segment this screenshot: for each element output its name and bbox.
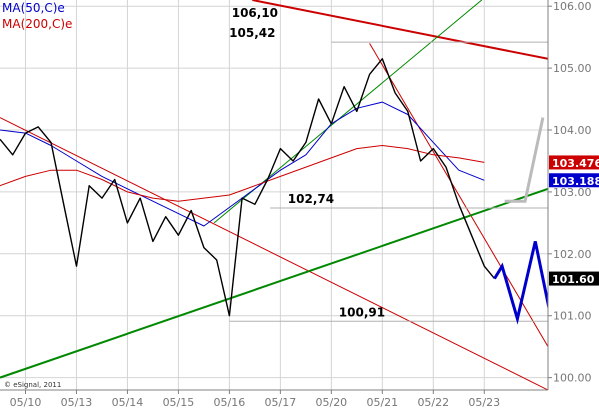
x-tick-label: 05/13 xyxy=(61,396,93,409)
level-annotation: 106,10 xyxy=(232,6,278,20)
level-annotations: 106,10 105,42 102,74 100,91 xyxy=(229,6,385,319)
x-tick-label: 05/17 xyxy=(265,396,297,409)
level-annotation: 105,42 xyxy=(229,26,275,40)
trendline xyxy=(0,187,548,379)
level-annotation: 102,74 xyxy=(288,192,334,206)
x-tick-label: 05/23 xyxy=(468,396,500,409)
series-lines xyxy=(0,58,496,317)
y-tick-label: 100.00 xyxy=(553,372,592,385)
legend-entry: MA(200,C)e xyxy=(2,17,72,31)
x-tick-label: 05/21 xyxy=(366,396,398,409)
x-tick-label: 05/10 xyxy=(10,396,42,409)
price-badge xyxy=(549,271,599,286)
y-tick-label: 106.00 xyxy=(553,0,592,13)
legend: MA(50,C)e MA(200,C)e xyxy=(2,1,72,31)
axes: 100.00 101.00 102.00 103.00 104.00 105.00 106.… xyxy=(10,0,592,409)
level-lines xyxy=(229,41,548,322)
trendline xyxy=(369,43,548,347)
price-badge-label: 103.476 xyxy=(552,157,599,170)
trendline xyxy=(0,117,548,390)
watermark: © eSignal, 2011 xyxy=(4,381,61,389)
price-badge-label: 101.60 xyxy=(552,273,595,286)
y-tick-label: 104.00 xyxy=(553,124,592,137)
grid-lines xyxy=(0,0,548,390)
trendline xyxy=(252,0,548,60)
legend-entry: MA(50,C)e xyxy=(2,1,65,15)
y-tick-label: 105.00 xyxy=(553,62,592,75)
y-tick-label: 102.00 xyxy=(553,248,592,261)
level-annotation: 100,91 xyxy=(339,305,385,319)
price-badge-label: 103.188 xyxy=(552,175,599,188)
price-line xyxy=(0,58,496,317)
ma200-line xyxy=(0,145,485,202)
price-badge xyxy=(549,155,599,170)
x-tick-label: 05/16 xyxy=(214,396,246,409)
x-tick-label: 05/14 xyxy=(112,396,144,409)
y-tick-label: 103.00 xyxy=(553,186,592,199)
plot-area xyxy=(0,0,548,390)
projection-path-gray xyxy=(504,117,545,203)
x-tick-label: 05/22 xyxy=(417,396,449,409)
x-tick-label: 05/20 xyxy=(315,396,347,409)
price-badge xyxy=(549,173,599,188)
y-tick-label: 101.00 xyxy=(553,310,592,323)
x-tick-label: 05/15 xyxy=(163,396,195,409)
projections xyxy=(493,117,548,325)
price-badges: 103.476 103.188 101.60 xyxy=(549,155,599,286)
projection-path-blue xyxy=(493,241,548,325)
